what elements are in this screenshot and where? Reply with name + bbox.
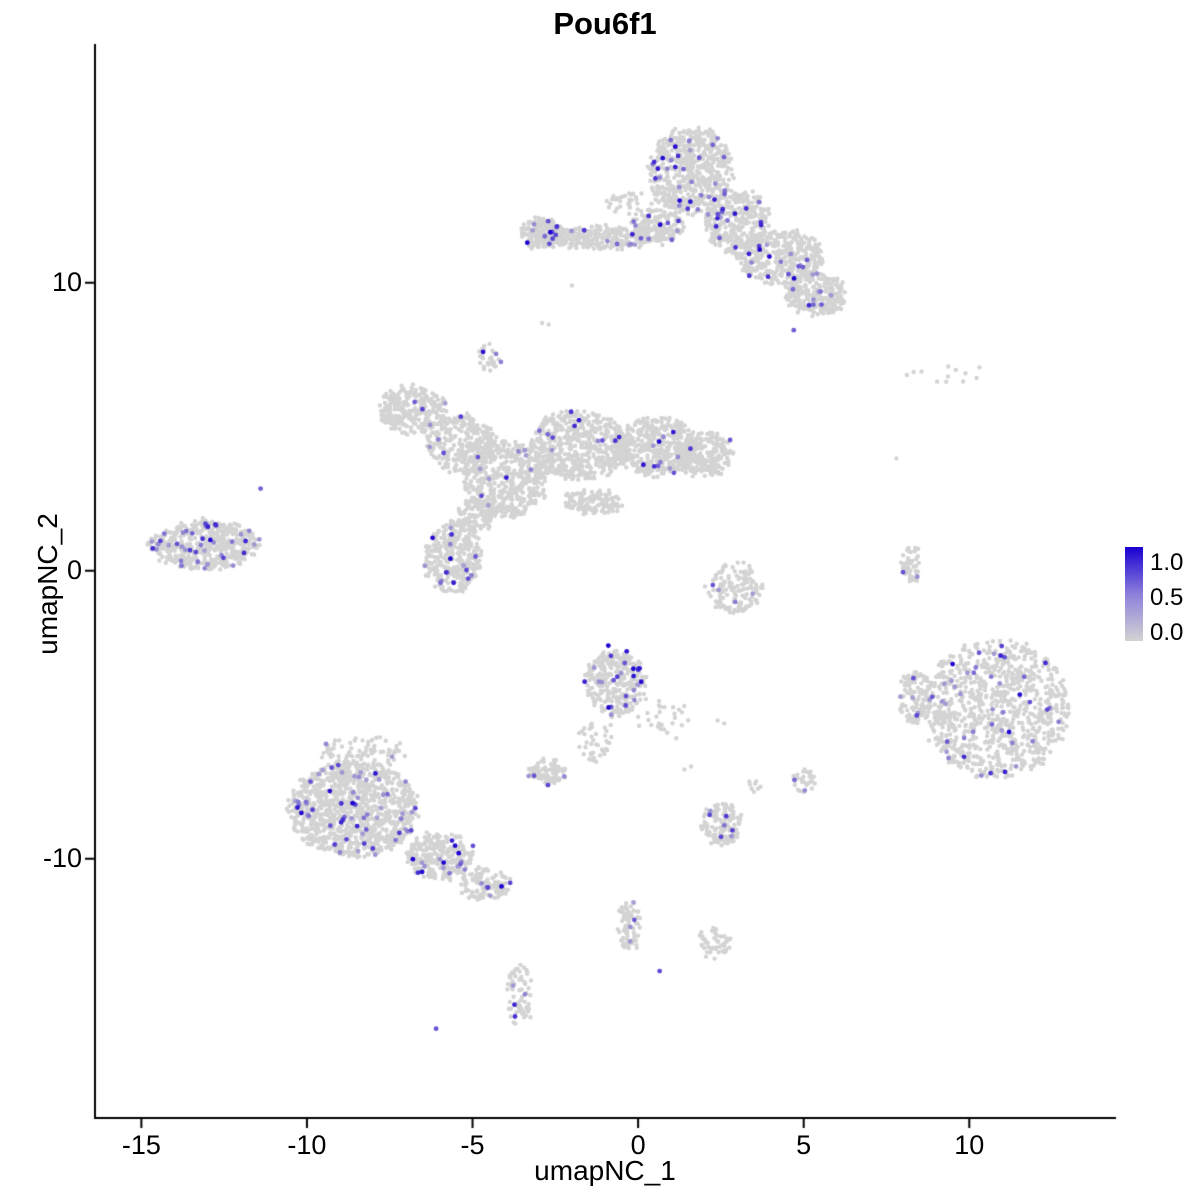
x-tick-label: 0 <box>630 1130 646 1160</box>
y-tick-label: -10 <box>42 842 82 873</box>
plot-title: Pou6f1 <box>553 6 657 41</box>
x-tick-label: -5 <box>460 1130 485 1160</box>
x-tick-label: -15 <box>121 1130 161 1160</box>
x-tick-label: -10 <box>287 1130 327 1160</box>
x-tick-label: 10 <box>954 1130 985 1160</box>
x-tick-label: 5 <box>796 1130 812 1160</box>
y-tick-label: 10 <box>51 266 82 297</box>
colorbar-gradient <box>1125 547 1143 641</box>
colorbar-tick-label: 0.0 <box>1150 618 1184 646</box>
colorbar-tick-label: 1.0 <box>1150 548 1184 576</box>
x-axis-label: umapNC_1 <box>534 1155 676 1186</box>
y-tick-label: 0 <box>66 554 82 585</box>
colorbar-tick-label: 0.5 <box>1150 583 1184 611</box>
